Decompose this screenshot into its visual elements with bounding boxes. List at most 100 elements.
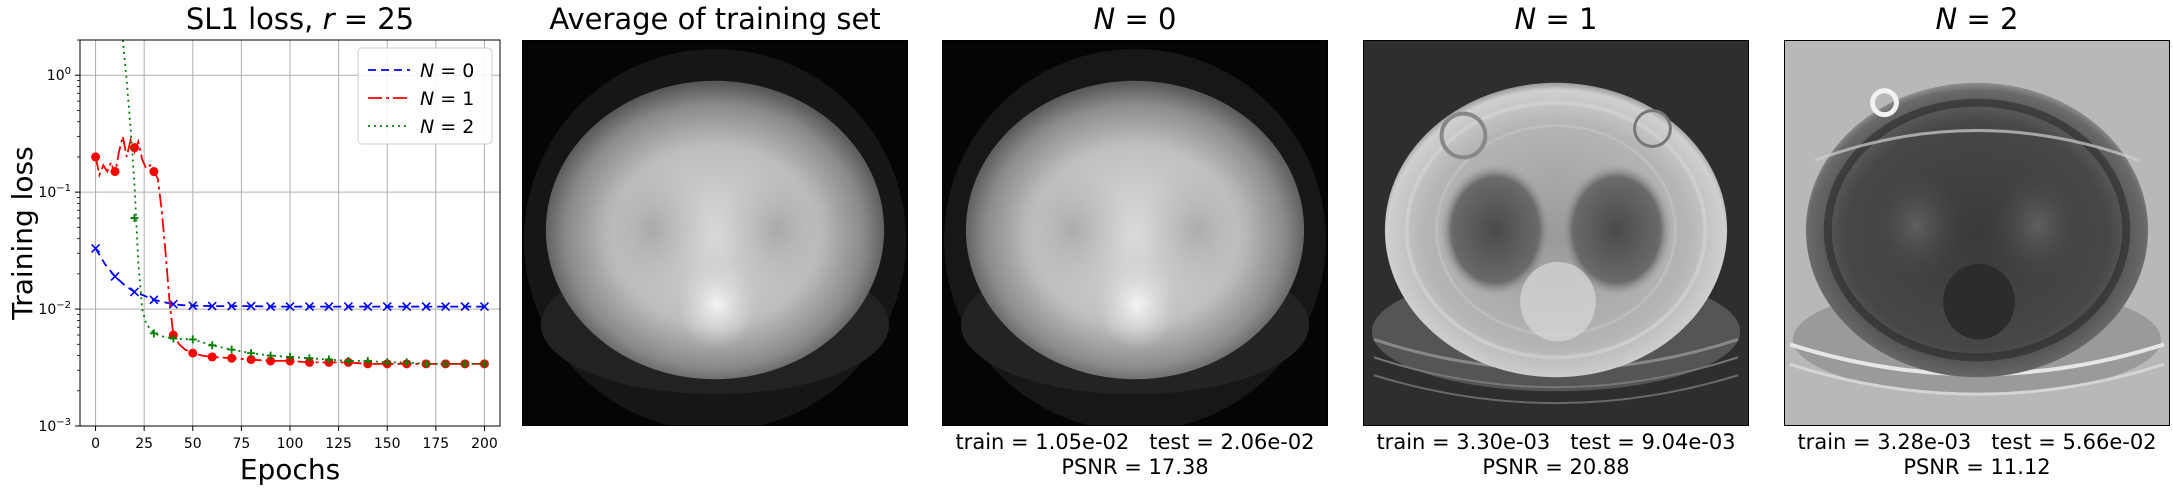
series-marker-2: [169, 334, 178, 343]
series-marker-0: [149, 295, 159, 305]
n0-caption: train = 1.05e-02 test = 2.06e-02 PSNR = …: [940, 430, 1330, 480]
average-image: [522, 40, 908, 426]
series-marker-2: [286, 352, 294, 361]
series-marker-1: [227, 353, 237, 363]
average-title: Average of training set: [549, 2, 881, 36]
series-marker-0: [324, 302, 334, 312]
n1-panel: N = 1: [1361, 0, 1751, 493]
x-tick-label: 125: [325, 436, 352, 452]
series-marker-0: [285, 302, 295, 312]
n2-caption-psnr: PSNR = 11.12: [1903, 455, 2051, 479]
series-line-2: [121, 40, 485, 365]
x-tick-label: 175: [422, 436, 449, 452]
x-axis-label: Epochs: [240, 453, 340, 486]
series-marker-2: [402, 358, 411, 367]
average-image-svg: [523, 41, 907, 425]
y-tick-label: 10−2: [38, 300, 71, 318]
n0-title: N = 0: [1093, 2, 1177, 36]
series-marker-1: [304, 357, 314, 367]
legend-label-1: N = 1: [420, 88, 474, 110]
n2-panel: N = 2: [1782, 0, 2172, 493]
series-marker-2: [344, 356, 353, 365]
n2-image: [1784, 40, 2170, 426]
series-marker-0: [382, 302, 392, 312]
series-marker-0: [421, 302, 431, 312]
legend-label-0: N = 0: [420, 60, 474, 82]
series-marker-2: [480, 359, 489, 368]
series-marker-0: [402, 302, 412, 312]
n1-image-svg: [1364, 41, 1748, 425]
series-marker-0: [265, 302, 276, 312]
y-tick-label: 10−3: [38, 417, 71, 435]
series-marker-1: [91, 152, 101, 162]
n0-image-svg: [943, 41, 1327, 425]
series-marker-0: [110, 271, 120, 282]
n1-image: [1363, 40, 1749, 426]
series-marker-2: [266, 351, 275, 360]
series-marker-0: [479, 302, 490, 312]
n1-caption-metrics: train = 3.30e-03 test = 9.04e-03: [1376, 430, 1736, 454]
series-marker-2: [422, 359, 431, 368]
series-marker-0: [227, 301, 237, 311]
series-marker-1: [246, 355, 256, 365]
x-tick-label: 150: [374, 436, 401, 452]
series-marker-2: [363, 356, 372, 365]
series-marker-2: [461, 359, 469, 368]
legend-box: [357, 47, 493, 145]
series-marker-1: [207, 352, 217, 362]
series-marker-1: [129, 143, 139, 153]
series-marker-1: [285, 356, 295, 366]
series-line-0: [94, 247, 485, 308]
x-tick-label: 100: [277, 436, 304, 452]
x-tick-label: 200: [471, 436, 498, 452]
x-tick-label: 75: [232, 436, 250, 452]
series-marker-1: [110, 167, 120, 177]
n1-caption-psnr: PSNR = 20.88: [1482, 455, 1630, 479]
y-tick-label: 100: [47, 66, 71, 84]
series-marker-0: [246, 301, 256, 311]
n1-caption: train = 3.30e-03 test = 9.04e-03 PSNR = …: [1361, 430, 1751, 480]
series-marker-2: [208, 341, 217, 350]
n2-caption: train = 3.28e-03 test = 5.66e-02 PSNR = …: [1782, 430, 2172, 480]
loss-chart: 0 25 50 75 100 125 150 175 20010−310−210−1100Epo…: [6, 39, 501, 486]
series-marker-0: [460, 302, 470, 312]
loss-chart-panel: SL1 loss, r = 25 0 25 50 75 100 125 150 175 200 1…: [0, 0, 510, 493]
n1-title: N = 1: [1514, 2, 1598, 36]
series-marker-2: [324, 355, 333, 364]
y-tick-label: 10−1: [38, 183, 71, 201]
series-marker-2: [227, 345, 236, 354]
n0-caption-metrics: train = 1.05e-02 test = 2.06e-02: [955, 430, 1315, 454]
n2-caption-metrics: train = 3.28e-03 test = 5.66e-02: [1797, 430, 2157, 454]
n0-caption-psnr: PSNR = 17.38: [1061, 455, 1209, 479]
series-marker-0: [343, 302, 353, 312]
series-group: [90, 40, 490, 369]
series-marker-0: [90, 243, 101, 254]
series-marker-2: [188, 335, 197, 344]
series-marker-0: [129, 287, 140, 297]
average-panel: Average of training set: [520, 0, 910, 493]
series-marker-2: [383, 358, 392, 367]
series-marker-2: [247, 349, 256, 358]
legend-label-2: N = 2: [420, 116, 474, 138]
series-marker-0: [440, 302, 451, 312]
series-marker-0: [188, 301, 198, 311]
series-line-1: [94, 136, 485, 365]
series-marker-1: [188, 348, 198, 358]
series-marker-2: [305, 354, 314, 363]
series-marker-0: [363, 302, 373, 312]
x-tick-label: 25: [135, 436, 153, 452]
x-tick-label: 50: [184, 436, 202, 452]
y-axis-label: Training loss: [6, 146, 39, 320]
series-marker-0: [304, 302, 315, 312]
n0-image: [942, 40, 1328, 426]
series-marker-1: [266, 356, 276, 366]
n0-panel: N = 0: [940, 0, 1330, 493]
series-marker-2: [130, 214, 139, 223]
chart-title: SL1 loss, r = 25: [185, 2, 415, 36]
series-marker-2: [441, 359, 450, 368]
series-marker-0: [207, 301, 217, 311]
n2-image-svg: [1785, 41, 2169, 425]
n2-title: N = 2: [1935, 2, 2019, 36]
series-marker-2: [149, 329, 158, 338]
series-marker-1: [149, 167, 159, 177]
